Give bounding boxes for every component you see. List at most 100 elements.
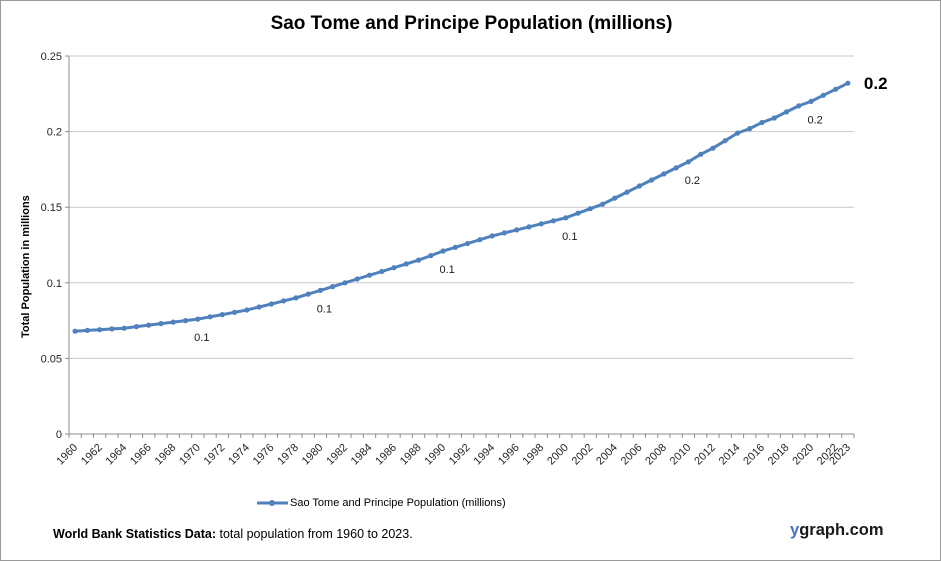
- x-tick-label: 1974: [226, 442, 252, 468]
- data-point-marker: [489, 233, 495, 239]
- data-point-marker: [354, 276, 360, 282]
- data-point-marker: [833, 86, 839, 92]
- data-point-marker: [305, 291, 311, 297]
- ygraph-logo-rest: graph.com: [799, 521, 884, 539]
- x-tick-label: 1990: [422, 442, 448, 468]
- data-point-marker: [771, 115, 777, 121]
- source-note: World Bank Statistics Data: total popula…: [53, 527, 413, 541]
- data-label: 0.1: [562, 231, 577, 243]
- data-label: 0.2: [685, 175, 700, 187]
- data-point-marker: [195, 316, 201, 322]
- data-point-marker: [72, 328, 78, 334]
- legend-line-icon: [257, 500, 288, 506]
- source-note-regular: total population from 1960 to 2023.: [216, 527, 413, 541]
- data-point-marker: [575, 210, 581, 216]
- x-tick-label: 1982: [324, 442, 350, 468]
- data-label: 0.2: [807, 114, 822, 126]
- data-point-marker: [612, 195, 618, 201]
- data-point-marker: [710, 145, 716, 151]
- data-point-marker: [514, 227, 520, 233]
- data-label: 0.1: [439, 264, 454, 276]
- data-point-marker: [734, 130, 741, 136]
- x-tick-label: 1964: [104, 442, 130, 468]
- data-point-marker: [747, 126, 753, 132]
- data-point-marker: [416, 257, 422, 263]
- data-point-marker: [232, 309, 238, 315]
- data-point-marker: [636, 183, 643, 189]
- x-tick-label: 2010: [668, 442, 694, 468]
- legend-label: Sao Tome and Principe Population (millio…: [290, 497, 506, 509]
- data-point-marker: [330, 284, 336, 290]
- data-point-marker: [133, 324, 140, 330]
- x-tick-label: 2008: [643, 442, 669, 468]
- data-point-marker: [808, 98, 814, 104]
- data-point-marker: [342, 280, 348, 286]
- data-point-marker: [722, 138, 728, 144]
- data-point-marker: [379, 268, 385, 275]
- y-tick-label: 0.25: [41, 51, 62, 63]
- x-tick-label: 2020: [790, 442, 816, 468]
- data-point-marker: [158, 321, 164, 327]
- x-tick-label: 1992: [447, 442, 473, 468]
- x-tick-label: 1988: [398, 442, 424, 468]
- data-point-marker: [673, 165, 679, 171]
- data-point-marker: [587, 206, 593, 212]
- x-tick-label: 2006: [619, 442, 645, 468]
- data-point-marker: [256, 304, 262, 310]
- x-tick-label: 1978: [275, 442, 301, 468]
- data-point-marker: [428, 253, 434, 259]
- data-point-marker: [526, 224, 532, 230]
- source-note-bold: World Bank Statistics Data:: [53, 527, 217, 541]
- x-tick-label: 1994: [472, 442, 498, 468]
- y-tick-label: 0.2: [47, 127, 62, 139]
- y-tick-label: 0: [56, 429, 62, 441]
- data-point-marker: [109, 326, 115, 332]
- data-point-marker: [84, 327, 90, 333]
- data-point-marker: [796, 103, 802, 109]
- data-point-marker: [550, 218, 557, 224]
- x-tick-label: 1984: [349, 442, 375, 468]
- y-tick-label: 0.15: [41, 202, 62, 214]
- data-point-marker: [366, 272, 373, 278]
- x-tick-label: 1972: [202, 442, 228, 468]
- data-point-marker: [219, 312, 225, 318]
- x-tick-label: 1980: [300, 442, 326, 468]
- data-point-marker: [501, 230, 507, 236]
- x-tick-label: 1962: [79, 442, 105, 468]
- x-tick-label: 2018: [766, 442, 792, 468]
- x-tick-label: 2012: [692, 442, 718, 468]
- data-point-marker: [207, 314, 213, 320]
- data-point-marker: [624, 189, 630, 195]
- data-point-marker: [293, 295, 299, 301]
- data-point-marker: [600, 201, 606, 207]
- data-point-marker: [820, 92, 826, 98]
- data-label: 0.1: [317, 303, 332, 315]
- data-point-marker: [465, 240, 471, 247]
- x-tick-label: 1960: [54, 442, 80, 468]
- y-tick-label: 0.1: [47, 278, 62, 290]
- data-point-marker: [477, 237, 483, 243]
- data-point-marker: [661, 171, 667, 177]
- data-point-marker: [783, 109, 790, 115]
- x-tick-label: 1976: [251, 442, 277, 468]
- data-point-marker: [698, 151, 704, 157]
- legend: Sao Tome and Principe Population (millio…: [257, 497, 506, 509]
- data-point-marker: [845, 80, 851, 86]
- data-point-marker: [268, 301, 274, 307]
- ygraph-logo: ygraph.com: [790, 521, 884, 540]
- data-point-marker: [440, 248, 446, 254]
- population-line-chart: 00.050.10.150.20.25196019621964196619681…: [41, 51, 888, 468]
- y-tick-label: 0.05: [41, 353, 62, 365]
- data-point-marker: [563, 215, 569, 221]
- x-tick-label: 2016: [741, 442, 767, 468]
- data-point-marker: [97, 327, 103, 333]
- end-data-label: 0.2: [864, 74, 888, 93]
- x-tick-label: 2014: [717, 442, 743, 468]
- x-tick-label: 1986: [373, 442, 399, 468]
- data-point-marker: [244, 307, 250, 313]
- data-point-marker: [317, 287, 323, 293]
- data-point-marker: [403, 261, 409, 267]
- data-point-marker: [538, 221, 544, 227]
- data-point-marker: [121, 325, 127, 331]
